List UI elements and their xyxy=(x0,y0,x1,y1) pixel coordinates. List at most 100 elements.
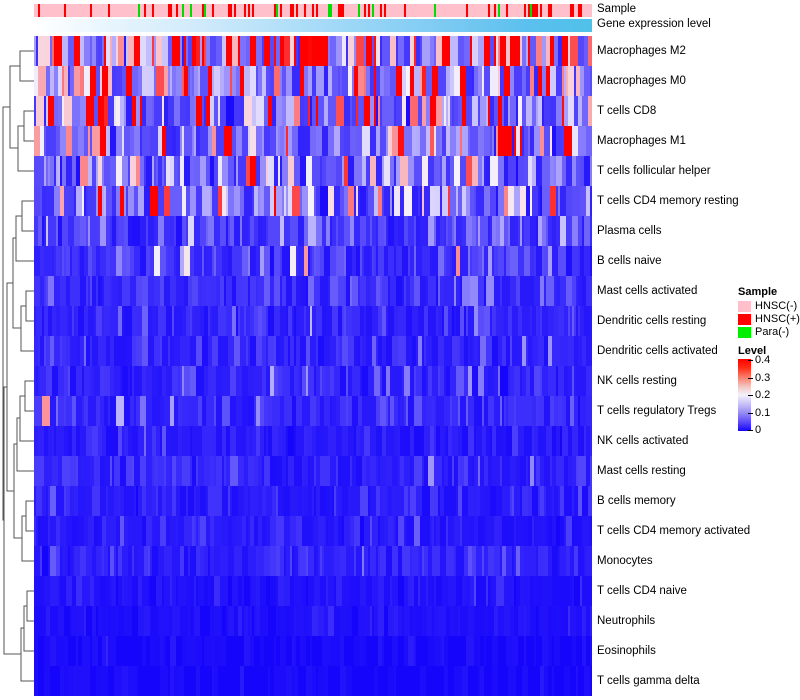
heatmap-cell xyxy=(288,126,293,156)
heatmap-cell xyxy=(398,126,405,156)
heatmap-cell xyxy=(248,246,251,276)
heatmap-cell xyxy=(502,336,507,366)
heatmap-cell xyxy=(432,396,435,426)
heatmap-cell xyxy=(320,576,327,606)
heatmap-cell xyxy=(526,186,531,216)
heatmap-cell xyxy=(290,36,295,66)
heatmap-cell xyxy=(182,216,187,246)
heatmap-cell xyxy=(184,516,187,546)
heatmap-cell xyxy=(228,246,233,276)
heatmap-cell xyxy=(260,186,265,216)
heatmap-cell xyxy=(152,456,155,486)
heatmap-cell xyxy=(406,306,413,336)
heatmap-cell xyxy=(536,156,543,186)
heatmap-cell xyxy=(450,66,455,96)
heatmap-cell xyxy=(154,456,159,486)
heatmap-cell xyxy=(564,66,567,96)
heatmap-cell xyxy=(130,516,137,546)
heatmap-cell xyxy=(578,126,587,156)
heatmap-cell xyxy=(338,216,341,246)
heatmap-cell xyxy=(452,216,455,246)
heatmap-cell xyxy=(438,66,447,96)
heatmap-cell xyxy=(66,156,73,186)
heatmap-cell xyxy=(484,516,487,546)
heatmap-cell xyxy=(78,606,85,636)
heatmap-cell xyxy=(236,126,243,156)
heatmap-cell xyxy=(274,36,277,66)
heatmap-cell xyxy=(400,396,405,426)
heatmap-cell xyxy=(310,246,313,276)
row-label: Mast cells activated xyxy=(597,285,698,297)
heatmap-cell xyxy=(446,366,451,396)
heatmap-cell xyxy=(220,276,225,306)
heatmap-cell xyxy=(532,186,539,216)
heatmap-cell xyxy=(518,336,523,366)
heatmap-cell xyxy=(120,486,123,516)
heatmap-cell xyxy=(84,36,91,66)
annotation-cell-sample xyxy=(536,4,538,17)
heatmap-cell xyxy=(504,396,507,426)
heatmap-cell xyxy=(306,306,311,336)
heatmap-cell xyxy=(150,66,155,96)
heatmap-cell xyxy=(68,36,75,66)
heatmap-cell xyxy=(392,576,397,606)
heatmap-cell xyxy=(568,336,575,366)
heatmap-cell xyxy=(358,576,361,606)
heatmap-cell xyxy=(260,156,267,186)
heatmap-cell xyxy=(72,396,77,426)
heatmap-cell xyxy=(374,516,379,546)
heatmap-cell xyxy=(544,96,551,126)
heatmap-cell xyxy=(190,66,193,96)
heatmap-cell xyxy=(460,456,465,486)
heatmap-cell xyxy=(102,516,107,546)
heatmap-cell xyxy=(208,126,213,156)
heatmap-cell xyxy=(188,276,193,306)
heatmap-cell xyxy=(490,186,493,216)
heatmap-cell xyxy=(346,546,353,576)
heatmap-cell xyxy=(480,216,489,246)
heatmap-cell xyxy=(240,66,245,96)
heatmap-cell xyxy=(464,36,471,66)
heatmap-cell xyxy=(56,126,61,156)
heatmap-cell xyxy=(256,336,263,366)
heatmap-cell xyxy=(478,276,485,306)
heatmap-cell xyxy=(424,606,427,636)
heatmap-cell xyxy=(538,306,541,336)
heatmap-cell xyxy=(422,336,425,366)
row-label: B cells memory xyxy=(597,495,676,507)
annotation-cell-sample xyxy=(404,4,406,17)
heatmap-cell xyxy=(414,156,423,186)
heatmap-cell xyxy=(180,96,187,126)
heatmap-cell xyxy=(104,396,109,426)
heatmap-cell xyxy=(214,156,219,186)
heatmap-cell xyxy=(158,366,163,396)
heatmap-cell xyxy=(302,456,305,486)
heatmap-cell xyxy=(78,246,81,276)
heatmap-row xyxy=(34,66,592,96)
heatmap-cell xyxy=(264,36,271,66)
heatmap-cell xyxy=(34,546,41,576)
heatmap-cell xyxy=(90,576,95,606)
heatmap-cell xyxy=(124,96,127,126)
heatmap-cell xyxy=(70,336,73,366)
heatmap-cell xyxy=(298,486,303,516)
heatmap-cell xyxy=(54,246,57,276)
heatmap-cell xyxy=(476,606,479,636)
heatmap-cell xyxy=(164,96,169,126)
heatmap-cell xyxy=(104,276,111,306)
heatmap-cell xyxy=(314,486,317,516)
heatmap-cell xyxy=(76,456,79,486)
heatmap-cell xyxy=(422,456,425,486)
heatmap-cell xyxy=(342,156,345,186)
heatmap-cell xyxy=(528,486,533,516)
heatmap-cell xyxy=(202,426,209,456)
heatmap-cell xyxy=(544,336,549,366)
heatmap-cell xyxy=(574,486,579,516)
heatmap-cell xyxy=(414,36,417,66)
legend-level-title: Level xyxy=(738,345,767,357)
heatmap-cell xyxy=(366,66,371,96)
heatmap-cell xyxy=(306,516,309,546)
heatmap-cell xyxy=(248,366,255,396)
heatmap-cell xyxy=(222,396,231,426)
heatmap-cell xyxy=(142,336,149,366)
